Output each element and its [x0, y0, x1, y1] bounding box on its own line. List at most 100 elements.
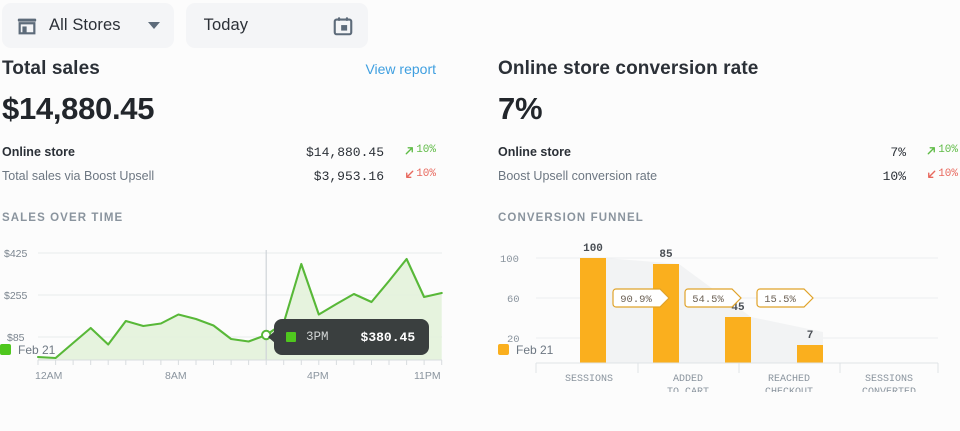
conversion-funnel-chart[interactable]: 100 60 20 100 [498, 232, 958, 392]
total-sales-header: Total sales View report [2, 58, 436, 80]
calendar-icon [332, 15, 354, 37]
tooltip-series-swatch [286, 332, 296, 342]
bar-sessions-converted [797, 345, 823, 363]
table-row: Boost Upsell conversion rate 10% 10% [498, 168, 958, 192]
row-delta: 10% [384, 144, 436, 156]
bar-sessions [580, 258, 606, 363]
bar-added-to-cart [653, 264, 679, 363]
store-icon [16, 15, 38, 37]
row-delta: 10% [906, 168, 958, 180]
funnel-y-axis: 100 60 20 [500, 254, 520, 346]
tooltip-value: $380.45 [360, 329, 416, 345]
row-value: $3,953.16 [313, 168, 384, 184]
x-tick-label: 8AM [165, 370, 187, 382]
chart-x-axis-labels: 12AM 8AM 4PM 11PM [35, 370, 441, 382]
step-badge-label: 54.5% [692, 294, 724, 306]
funnel-category-separators [535, 363, 939, 373]
total-sales-breakdown: Online store $14,880.45 10% Total sales … [2, 144, 436, 192]
arrow-up-right-icon [927, 146, 936, 154]
x-tick-label: 4PM [307, 370, 329, 382]
chevron-down-icon [147, 22, 160, 29]
page-title: Total sales [2, 58, 100, 79]
tooltip-series-label: 3PM [306, 330, 329, 344]
table-row: Online store $14,880.45 10% [2, 144, 436, 168]
bar-label: 100 [583, 243, 603, 255]
y-tick-label: 20 [507, 334, 520, 346]
conversion-rate-breakdown: Online store 7% 10% Boost Upsell convers… [498, 144, 958, 192]
y-tick-label: $255 [4, 290, 28, 302]
row-label: Online store [498, 144, 571, 159]
row-delta-label: 10% [938, 144, 958, 156]
conversion-rate-panel: Online store conversion rate 7% Online s… [480, 58, 960, 431]
panels-container: Total sales View report $14,880.45 Onlin… [0, 58, 960, 431]
legend-label: Feb 21 [18, 342, 56, 357]
tooltip-arrow-icon [268, 331, 275, 343]
chart-tooltip: 3PM $380.45 [268, 319, 430, 355]
x-tick-label: SESSIONS [865, 374, 913, 385]
row-value: 7% [890, 144, 906, 160]
y-tick-label: $425 [4, 248, 28, 260]
row-delta-label: 10% [416, 168, 436, 180]
x-tick-label: CHECKOUT [765, 387, 813, 392]
table-row: Total sales via Boost Upsell $3,953.16 1… [2, 168, 436, 192]
x-tick-label: 12AM [35, 370, 62, 382]
chart-y-axis: $425 $255 $85 [4, 248, 28, 344]
arrow-up-right-icon [405, 146, 414, 154]
date-range-label: Today [203, 16, 249, 34]
y-tick-label: 100 [500, 254, 519, 266]
x-tick-label: REACHED [768, 374, 810, 385]
sales-over-time-chart[interactable]: $425 $255 $85 [2, 232, 443, 384]
conversion-funnel-title: CONVERSION FUNNEL [498, 212, 644, 224]
row-label: Online store [2, 144, 75, 159]
toolbar: All Stores Today [0, 0, 368, 50]
page-title: Online store conversion rate [498, 58, 759, 79]
x-tick-label: TO CART [667, 387, 709, 392]
legend-swatch [498, 344, 509, 355]
chart-line [36, 257, 443, 360]
step-badge: 15.5% [756, 288, 814, 308]
sales-over-time-title: SALES OVER TIME [2, 212, 124, 224]
total-sales-panel: Total sales View report $14,880.45 Onlin… [0, 58, 480, 431]
x-tick-label: CONVERTED [862, 387, 916, 392]
arrow-down-left-icon [928, 170, 936, 178]
conversion-rate-header: Online store conversion rate [498, 58, 958, 80]
store-selector[interactable]: All Stores [2, 3, 174, 48]
x-tick-label: ADDED [673, 374, 703, 385]
chart-x-ticks [37, 360, 443, 365]
step-badge: 90.9% [612, 288, 670, 308]
step-badge-label: 90.9% [620, 294, 652, 306]
conversion-rate-value: 7% [498, 91, 543, 126]
step-badge: 54.5% [684, 288, 742, 308]
table-row: Online store 7% 10% [498, 144, 958, 168]
funnel-chart-legend: Feb 21 [498, 268, 553, 431]
row-label: Boost Upsell conversion rate [498, 168, 658, 183]
y-tick-label: $85 [7, 332, 25, 344]
arrow-down-left-icon [406, 170, 414, 178]
row-value: $14,880.45 [305, 144, 384, 160]
bar-label: 85 [659, 249, 673, 261]
row-delta: 10% [906, 144, 958, 156]
row-delta: 10% [384, 168, 436, 180]
bar-reached-checkout [725, 317, 751, 363]
row-value: 10% [882, 168, 906, 184]
funnel-shade [606, 258, 823, 363]
view-report-link[interactable]: View report [365, 61, 436, 77]
date-range-selector[interactable]: Today [185, 3, 368, 48]
funnel-step-badges: 90.9% 54.5% 15.5% [612, 288, 814, 308]
row-label: Total sales via Boost Upsell [2, 168, 155, 183]
total-sales-value: $14,880.45 [2, 91, 155, 126]
step-badge-label: 15.5% [764, 294, 796, 306]
legend-label: Feb 21 [516, 342, 554, 357]
store-selector-label: All Stores [49, 16, 121, 34]
funnel-bars [580, 258, 823, 363]
bar-label: 7 [807, 330, 814, 342]
x-tick-label: 11PM [414, 370, 441, 382]
sales-chart-legend: Feb 21 [0, 268, 55, 431]
row-delta-label: 10% [416, 144, 436, 156]
funnel-x-axis-labels: SESSIONS ADDED TO CART REACHED CHECKOUT … [565, 374, 916, 392]
x-tick-label: SESSIONS [565, 374, 613, 385]
y-tick-label: 60 [507, 294, 520, 306]
legend-swatch [0, 344, 11, 355]
row-delta-label: 10% [938, 168, 958, 180]
